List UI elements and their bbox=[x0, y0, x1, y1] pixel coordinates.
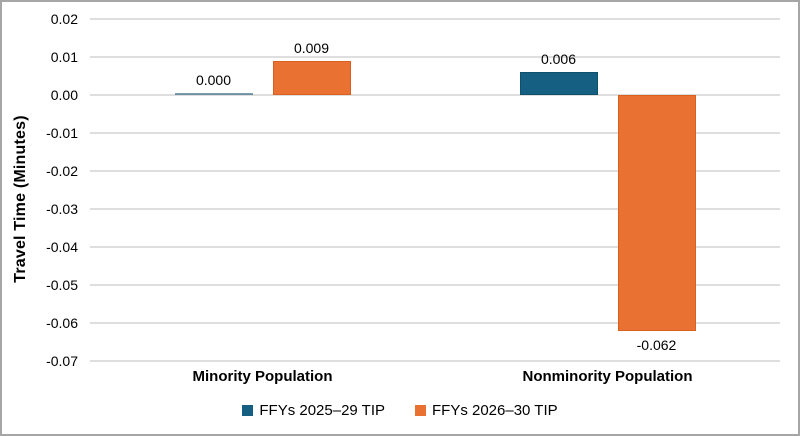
y-axis-tick-label: 0.01 bbox=[50, 49, 78, 65]
data-label: 0.006 bbox=[540, 51, 577, 68]
bar-series1-cat2 bbox=[519, 72, 598, 95]
chart-legend: FFYs 2025–29 TIP FFYs 2026–30 TIP bbox=[2, 402, 798, 419]
y-axis-tick-label: -0.03 bbox=[46, 201, 78, 217]
bar-series1-cat1 bbox=[174, 93, 253, 95]
legend-item-series2: FFYs 2026–30 TIP bbox=[415, 402, 558, 419]
legend-swatch-icon bbox=[415, 405, 426, 416]
x-axis-category-label: Minority Population bbox=[192, 368, 333, 385]
legend-label: FFYs 2025–29 TIP bbox=[259, 402, 385, 419]
bar-series2-cat1 bbox=[272, 60, 351, 95]
data-label: -0.062 bbox=[636, 336, 677, 353]
y-axis-tick-label: -0.05 bbox=[46, 277, 78, 293]
legend-swatch-icon bbox=[242, 405, 254, 416]
y-axis-tick-label: -0.06 bbox=[46, 315, 78, 331]
gridline bbox=[90, 360, 780, 362]
bar-series2-cat2 bbox=[617, 95, 696, 331]
x-axis-category-label: Nonminority Population bbox=[522, 368, 693, 385]
gridline bbox=[90, 246, 780, 248]
gridline bbox=[90, 208, 780, 210]
y-axis-tick-label: 0.02 bbox=[50, 11, 78, 27]
legend-item-series1: FFYs 2025–29 TIP bbox=[242, 402, 385, 419]
data-label: 0.000 bbox=[195, 72, 232, 88]
gridline bbox=[90, 170, 780, 172]
data-label: 0.009 bbox=[293, 39, 330, 56]
y-axis-tick-label: -0.02 bbox=[46, 163, 78, 179]
y-axis-tick-label: -0.07 bbox=[46, 353, 78, 369]
legend-label: FFYs 2026–30 TIP bbox=[432, 402, 558, 419]
gridline bbox=[90, 56, 780, 58]
gridline bbox=[90, 322, 780, 324]
gridline bbox=[90, 18, 780, 20]
y-axis-tick-label: -0.04 bbox=[46, 239, 78, 255]
gridline bbox=[90, 132, 780, 134]
gridline bbox=[90, 284, 780, 286]
gridline bbox=[90, 94, 780, 96]
y-axis-tick-label: -0.01 bbox=[46, 125, 78, 141]
y-axis-tick-label: 0.00 bbox=[50, 87, 78, 103]
